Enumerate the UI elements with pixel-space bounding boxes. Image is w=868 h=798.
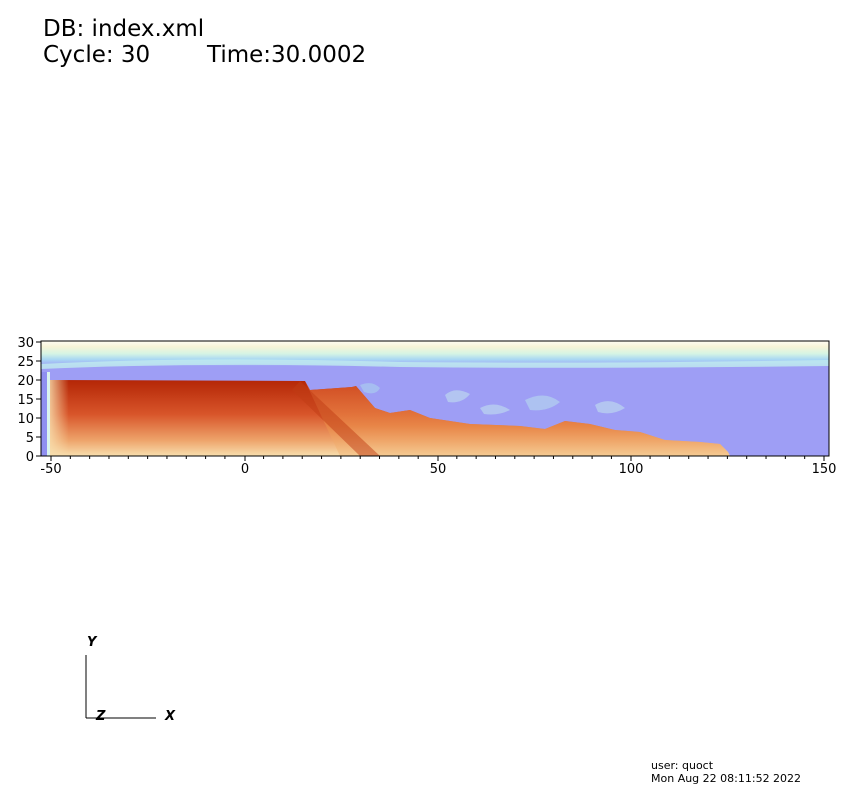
user-name: user: quoct: [651, 759, 714, 772]
eddy: [360, 383, 380, 394]
plot-field: [41, 341, 829, 456]
triad-y-label: Y: [87, 635, 98, 650]
triad-x-label: X: [164, 709, 176, 724]
timestamp: Mon Aug 22 08:11:52 2022: [651, 772, 802, 785]
water-surface-band: [41, 359, 829, 369]
x-axis-major-ticks: [50, 456, 825, 461]
time-label: Time:30.0002: [207, 42, 367, 68]
y-tick-label: 20: [17, 374, 34, 389]
triad-z-label: Z: [95, 709, 106, 724]
user-info: user: quoct Mon Aug 22 08:11:52 2022: [651, 759, 801, 785]
x-tick-label: 50: [430, 462, 447, 477]
y-tick-label: 30: [17, 336, 34, 351]
x-tick-label: 100: [619, 462, 644, 477]
x-axis-minor-ticks: [69, 456, 806, 459]
cycle-label: Cycle: 30: [43, 42, 151, 68]
eddy: [445, 390, 470, 403]
eddy: [480, 404, 510, 415]
x-tick-label: 150: [812, 462, 837, 477]
y-tick-label: 25: [17, 355, 34, 370]
y-tick-label: 5: [26, 431, 34, 446]
y-tick-label: 10: [17, 412, 34, 427]
y-tick-label: 0: [26, 450, 34, 465]
sediment-left-shade: [48, 380, 308, 456]
y-axis-major-ticks: [36, 341, 41, 457]
x-tick-label: 0: [241, 462, 249, 477]
database-label: DB: index.xml: [43, 16, 205, 42]
eddy: [525, 395, 560, 411]
inlet-edge: [47, 372, 50, 456]
eddy: [595, 401, 625, 414]
axis-triad: Y Z X: [85, 635, 176, 724]
x-tick-label: -50: [40, 462, 61, 477]
y-tick-label: 15: [17, 393, 34, 408]
sediment-shear-band: [292, 381, 380, 456]
inlet-column: [41, 372, 48, 456]
sediment-slope-shading: [305, 381, 730, 456]
